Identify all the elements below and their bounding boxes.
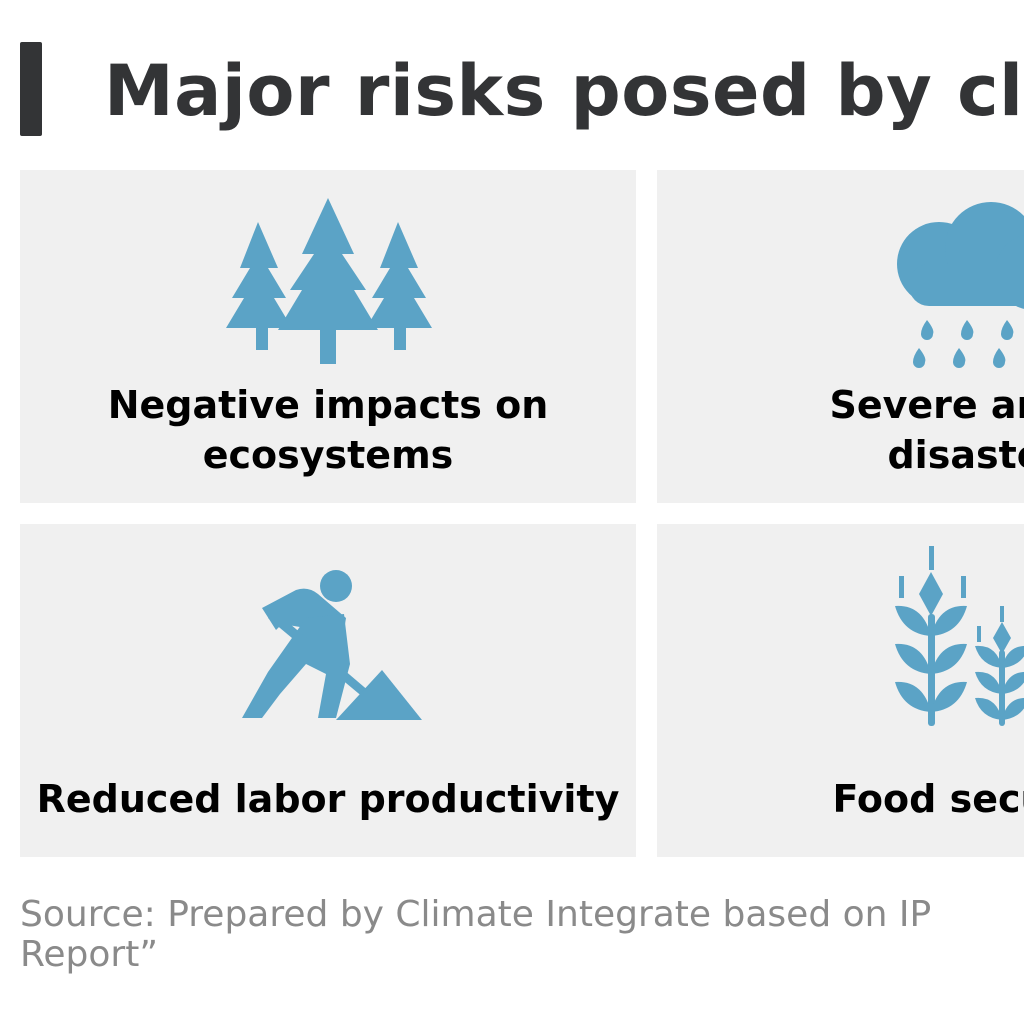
rain-cloud-icon: [897, 202, 1024, 368]
card-label: Reduced labor productivity: [36, 777, 620, 821]
risk-card-labor-productivity: Reduced labor productivity: [20, 524, 636, 857]
wheat-icon: [895, 546, 1024, 726]
source-line1: Source: Prepared by Climate Integrate ba…: [20, 894, 932, 935]
card-label-line2: ecosystems: [202, 433, 454, 477]
risk-card-food-security: Food securit: [657, 524, 1024, 857]
card-label-line2: disaste: [887, 433, 1024, 477]
trees-icon: [226, 198, 432, 364]
page-title: Major risks posed by clima: [104, 50, 1024, 132]
card-label: Food securit: [832, 777, 1024, 821]
worker-shovel-icon: [242, 570, 422, 720]
risk-card-ecosystems: Negative impacts on ecosystems: [20, 170, 636, 503]
card-label-line1: Negative impacts on: [107, 383, 549, 427]
title-accent-bar: [20, 42, 42, 136]
risk-card-disasters: Severe and f disaste: [657, 170, 1024, 503]
card-label-line1: Severe and f: [829, 383, 1024, 427]
source-line2: Report”: [20, 934, 158, 975]
source-note: Source: Prepared by Climate Integrate ba…: [20, 895, 931, 975]
